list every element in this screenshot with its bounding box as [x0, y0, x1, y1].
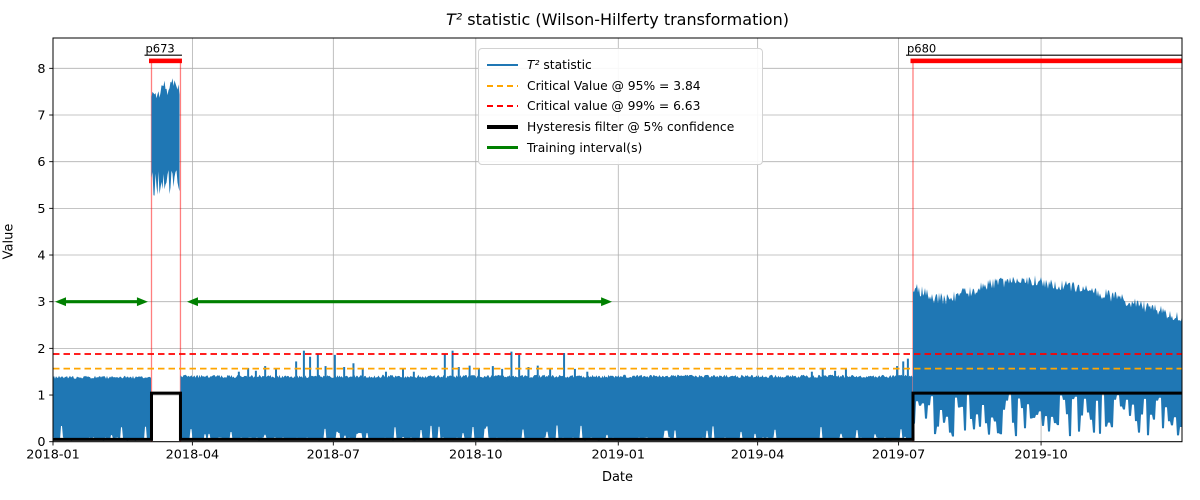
x-tick-label: 2018-04 — [166, 448, 219, 463]
training-arrow-head-right — [601, 297, 613, 307]
x-axis-label: Date — [601, 470, 634, 485]
legend-swatch-t2-line — [487, 64, 518, 67]
legend-swatch-training-line — [487, 146, 518, 150]
training-interval-arrows — [55, 297, 613, 307]
t2-band — [53, 375, 151, 441]
training-arrow-head-left — [186, 297, 198, 307]
y-axis-label: Value — [1, 223, 17, 260]
legend-item-critical-95: Critical Value @ 95% = 3.84 — [487, 76, 754, 97]
grid-lines — [52, 38, 1182, 443]
legend-item-t2: T² statistic — [487, 55, 754, 76]
x-tick-label: 2018-01 — [26, 448, 79, 463]
anomaly-label-p680: p680 — [907, 42, 936, 56]
x-tick-label: 2019-04 — [731, 448, 784, 463]
x-tick-label: 2018-07 — [307, 448, 360, 463]
legend-swatch-critical-99-line — [487, 105, 518, 108]
legend-label: Critical Value @ 95% = 3.84 — [527, 78, 701, 93]
anomaly-label-p673: p673 — [145, 42, 174, 56]
chart-title-math: T² — [446, 10, 463, 29]
y-tick-label: 0 — [37, 435, 45, 450]
anomaly-boundary-lines — [150, 60, 914, 442]
legend-item-training: Training interval(s) — [487, 137, 754, 158]
anomaly-bar — [148, 58, 182, 64]
legend-label: Hysteresis filter @ 5% confidence — [527, 120, 735, 135]
x-axis-ticks: 2018-01 2018-04 2018-07 2018-10 2019-01 2019-… — [26, 441, 1068, 463]
chart-title: T² statistic (Wilson-Hilferty transforma… — [53, 10, 1182, 29]
legend: T² statistic Critical Value @ 95% = 3.84… — [478, 48, 763, 165]
x-tick-label: 2019-07 — [872, 448, 925, 463]
legend-label: T² statistic — [527, 58, 592, 73]
legend-item-hysteresis: Hysteresis filter @ 5% confidence — [487, 117, 754, 138]
y-tick-label: 3 — [37, 295, 45, 310]
training-arrow-head-left — [55, 297, 67, 307]
y-tick-label: 4 — [37, 249, 45, 264]
legend-item-critical-99: Critical value @ 99% = 6.63 — [487, 96, 754, 117]
legend-swatch-critical-95-line — [487, 84, 518, 87]
y-axis-ticks: 0 1 2 3 4 5 6 7 8 — [37, 62, 53, 450]
x-tick-label: 2019-01 — [592, 448, 645, 463]
y-tick-label: 7 — [37, 109, 45, 124]
chart-title-text: statistic (Wilson-Hilferty transformatio… — [462, 10, 789, 29]
y-tick-label: 1 — [37, 389, 45, 404]
legend-label: Training interval(s) — [527, 140, 643, 155]
anomaly-bar — [910, 58, 1182, 64]
t2-band — [913, 275, 1182, 437]
t2-band — [151, 78, 180, 196]
critical-value-lines — [53, 353, 1182, 370]
t2-band — [180, 374, 913, 441]
anomaly-markers — [144, 54, 1182, 64]
y-tick-label: 5 — [37, 202, 45, 217]
y-tick-label: 8 — [37, 62, 45, 77]
legend-label: Critical value @ 99% = 6.63 — [527, 99, 701, 114]
t2-series — [53, 78, 1182, 441]
hysteresis-filter-line — [53, 391, 1182, 441]
y-tick-label: 2 — [37, 342, 45, 357]
x-tick-label: 2018-10 — [449, 448, 502, 463]
plot-frame — [52, 37, 1183, 443]
training-arrow-head-right — [136, 297, 148, 307]
x-tick-label: 2019-10 — [1014, 448, 1067, 463]
legend-swatch-hysteresis-line — [487, 125, 518, 130]
y-tick-label: 6 — [37, 155, 45, 170]
